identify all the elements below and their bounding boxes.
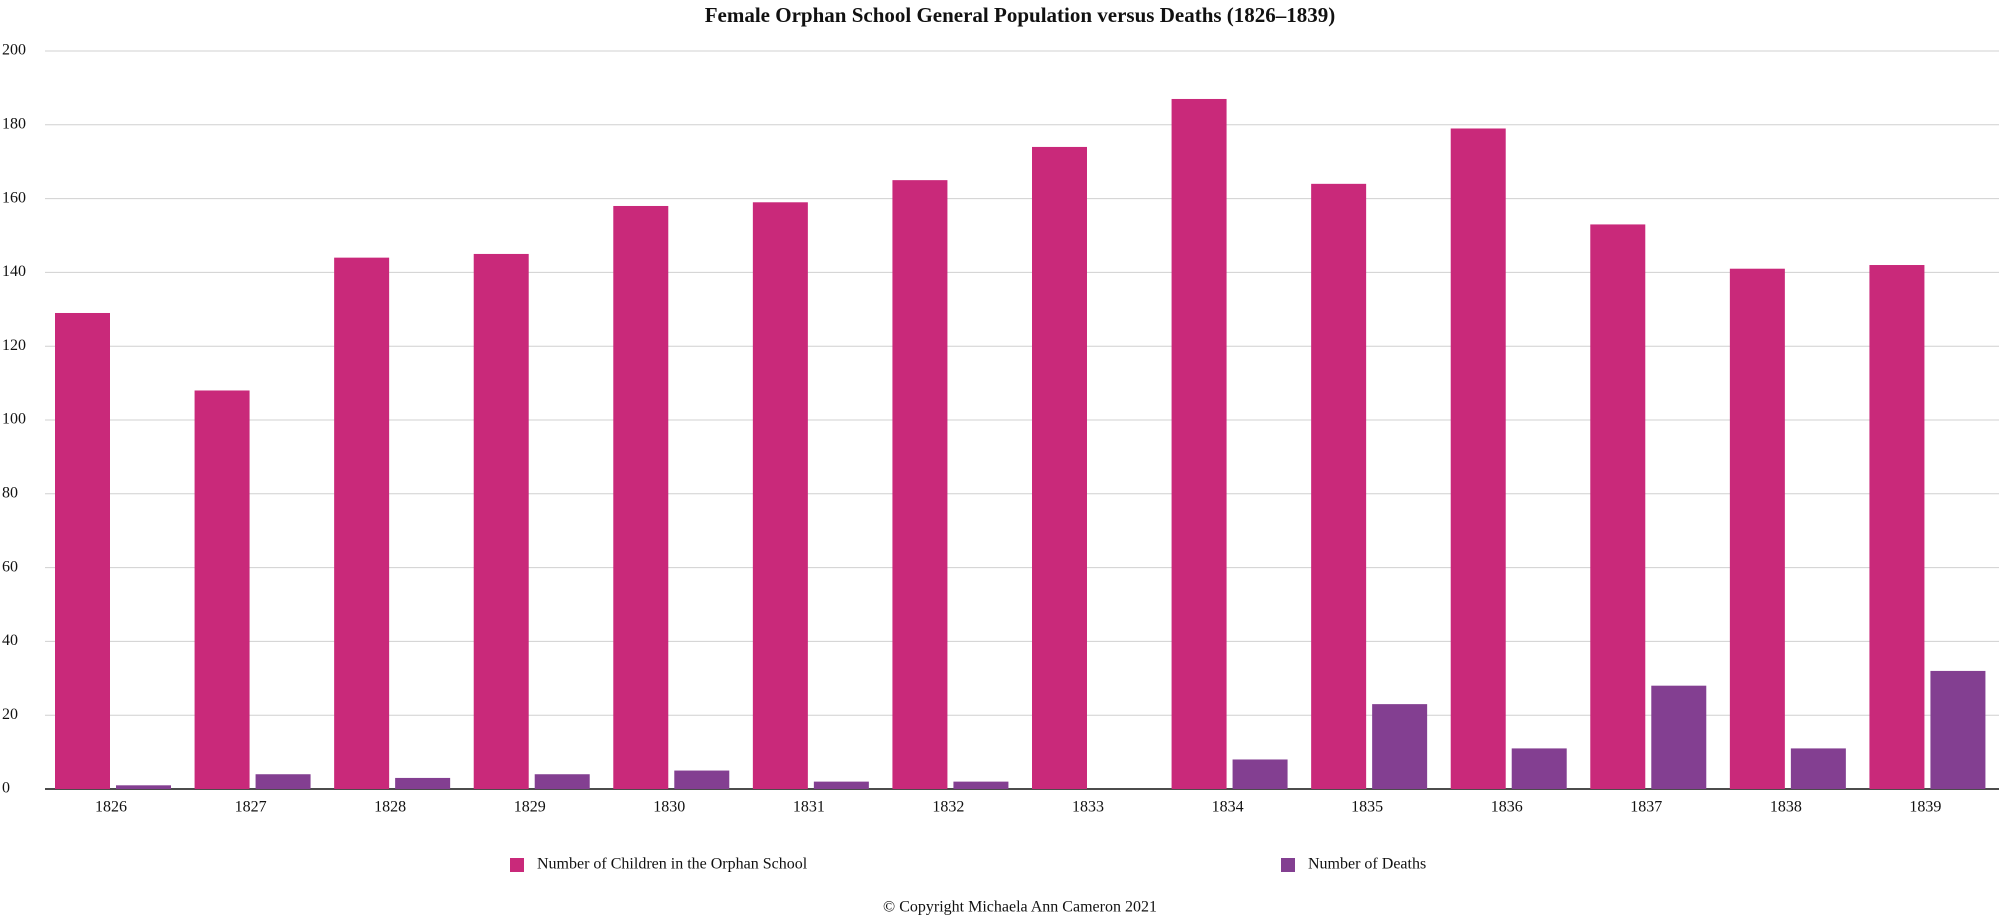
bar: [1311, 183, 1367, 790]
bar: [1171, 98, 1227, 790]
bar: [1372, 704, 1428, 789]
bar: [1232, 759, 1288, 789]
y-tick-label: 160: [2, 189, 26, 206]
chart-title: Female Orphan School General Population …: [705, 3, 1336, 27]
bar: [892, 180, 948, 789]
x-tick-label: 1826: [95, 799, 127, 816]
y-tick-label: 200: [2, 42, 26, 59]
bar: [613, 205, 669, 790]
legend-label: Number of Children in the Orphan School: [537, 856, 808, 873]
y-tick-label: 140: [2, 263, 26, 280]
x-tick-label: 1837: [1630, 799, 1662, 816]
bar: [116, 785, 171, 789]
bar: [752, 202, 808, 790]
y-tick-label: 60: [2, 558, 18, 575]
y-tick-label: 80: [2, 484, 18, 501]
bar: [1032, 146, 1087, 789]
y-tick-label: 120: [2, 337, 26, 354]
bar: [1930, 670, 1986, 789]
bar: [1790, 748, 1846, 789]
y-tick-label: 40: [2, 632, 18, 649]
x-tick-label: 1839: [1909, 799, 1941, 816]
x-tick-label: 1835: [1351, 799, 1383, 816]
y-tick-label: 20: [2, 706, 18, 723]
x-tick-label: 1832: [932, 799, 964, 816]
bar: [395, 777, 451, 789]
y-tick-label: 180: [2, 115, 26, 132]
bar: [194, 390, 250, 789]
x-tick-label: 1836: [1491, 799, 1523, 816]
bar: [255, 774, 311, 789]
bar: [1869, 265, 1925, 789]
legend-swatch: [1281, 858, 1295, 872]
bar: [473, 253, 529, 789]
x-tick-label: 1830: [653, 799, 685, 816]
copyright: © Copyright Michaela Ann Cameron 2021: [883, 899, 1157, 916]
bar: [1729, 268, 1785, 790]
x-tick-label: 1834: [1212, 799, 1244, 816]
bar: [1450, 128, 1506, 790]
x-tick-label: 1831: [793, 799, 825, 816]
legend-label: Number of Deaths: [1308, 856, 1426, 873]
x-tick-label: 1827: [235, 799, 267, 816]
y-tick-label: 100: [2, 411, 26, 428]
bar: [1651, 685, 1707, 789]
legend-swatch: [510, 858, 524, 872]
x-tick-label: 1828: [374, 799, 406, 816]
bar: [55, 312, 110, 789]
x-tick-label: 1829: [514, 799, 546, 816]
bar: [674, 770, 730, 789]
x-tick-label: 1838: [1770, 799, 1802, 816]
y-tick-label: 0: [2, 780, 10, 797]
bar: [1590, 224, 1646, 789]
bar: [334, 257, 390, 789]
bar: [953, 781, 1009, 789]
bar: [813, 781, 869, 789]
bar: [534, 774, 590, 789]
bar: [1511, 748, 1567, 789]
x-tick-label: 1833: [1072, 799, 1104, 816]
